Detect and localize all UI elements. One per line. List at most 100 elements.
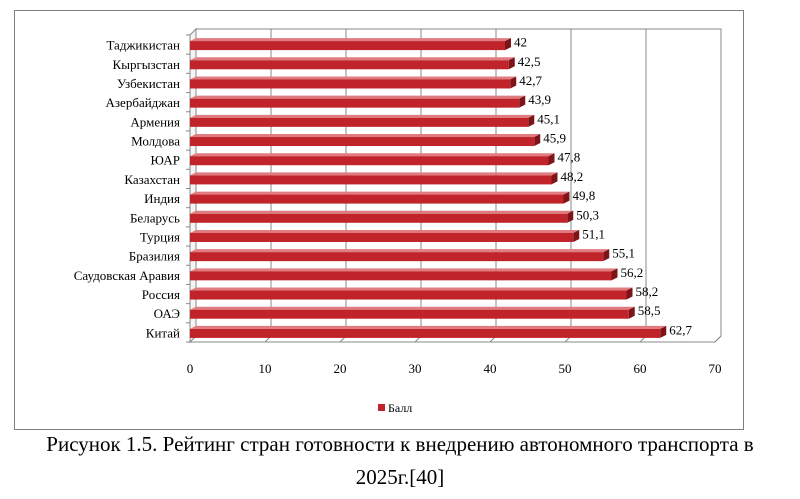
- chart-frame: Таджикистан Кыргызстан Узбекистан Азербайдж…: [14, 10, 744, 430]
- category-label: Армения: [130, 114, 180, 129]
- bar-side: [603, 249, 610, 262]
- bar-top: [190, 210, 574, 214]
- bar: [190, 252, 604, 262]
- category-label: Кыргызстан: [113, 57, 180, 72]
- category-label: Индия: [144, 191, 180, 206]
- bar-side: [528, 114, 535, 127]
- bar: [190, 79, 511, 89]
- bar-side: [628, 306, 635, 319]
- category-label: Бразилия: [129, 249, 180, 264]
- category-label: Турция: [140, 229, 180, 244]
- legend-label: Балл: [388, 401, 412, 415]
- data-label: 42,5: [518, 54, 541, 69]
- bar-top: [190, 95, 526, 99]
- category-label: Азербайджан: [106, 95, 181, 110]
- category-label: Россия: [142, 287, 180, 302]
- bar: [190, 156, 549, 166]
- data-label: 56,2: [621, 265, 644, 280]
- data-label: 50,3: [576, 207, 599, 222]
- bar: [190, 98, 520, 108]
- bar-side: [611, 268, 618, 281]
- bar: [190, 41, 505, 51]
- bar-top: [190, 38, 511, 42]
- bar: [190, 213, 568, 223]
- category-labels: Таджикистан Кыргызстан Узбекистан Азербайдж…: [74, 38, 181, 341]
- bar: [190, 60, 509, 70]
- bar: [190, 175, 552, 185]
- data-label: 48,2: [561, 169, 584, 184]
- x-tick-label: 10: [259, 361, 272, 376]
- category-label: Таджикистан: [106, 38, 180, 53]
- bar-side: [505, 38, 511, 51]
- data-label: 51,1: [582, 226, 605, 241]
- bar-side: [567, 210, 574, 223]
- category-label: Молдова: [131, 134, 180, 149]
- bar-top: [190, 114, 535, 118]
- bar-top: [190, 325, 667, 329]
- data-label: 47,8: [558, 150, 581, 165]
- bars: [190, 38, 667, 338]
- bar-side: [563, 191, 570, 204]
- bar-top: [190, 134, 541, 138]
- bar: [190, 117, 529, 127]
- category-label: ОАЭ: [154, 306, 181, 321]
- x-tick-label: 50: [559, 361, 572, 376]
- data-label: 45,9: [543, 131, 566, 146]
- bar-top: [190, 268, 618, 272]
- category-label: ЮАР: [151, 153, 181, 168]
- bar: [190, 194, 564, 204]
- x-tick-label: 20: [334, 361, 347, 376]
- x-tick-label: 0: [187, 361, 194, 376]
- data-label: 45,1: [537, 111, 560, 126]
- bar-side: [519, 95, 526, 108]
- legend-swatch: [378, 404, 385, 411]
- bar-top: [190, 57, 515, 61]
- x-tick-labels: 0 10 20 30 40 50 60 70: [187, 361, 722, 376]
- bar-top: [190, 229, 580, 233]
- data-label: 58,2: [636, 284, 659, 299]
- bar: [190, 309, 629, 319]
- data-label: 43,9: [528, 92, 551, 107]
- data-label: 42,7: [519, 73, 542, 88]
- data-label: 42: [514, 35, 527, 50]
- bar-side: [551, 172, 558, 185]
- category-label: Саудовская Аравия: [74, 268, 180, 283]
- legend: Балл: [378, 401, 412, 415]
- bar-side: [548, 153, 555, 166]
- bar: [190, 290, 627, 300]
- bar-side: [534, 134, 541, 147]
- x-tick-label: 40: [484, 361, 497, 376]
- bar-side: [508, 57, 515, 70]
- data-label: 62,7: [669, 322, 692, 337]
- bar-side: [573, 229, 580, 242]
- bar-top: [190, 287, 633, 291]
- category-label: Казахстан: [124, 172, 180, 187]
- bar-side: [626, 287, 633, 300]
- bar-top: [190, 153, 555, 157]
- bar-top: [190, 249, 610, 253]
- bar-top: [190, 306, 635, 310]
- x-tick-label: 60: [634, 361, 647, 376]
- bar-top: [190, 172, 558, 176]
- x-tick-label: 70: [709, 361, 722, 376]
- floor-right-edge: [714, 335, 722, 343]
- bar-side: [510, 76, 517, 89]
- figure-caption-line2: 2025г.[40]: [355, 465, 445, 489]
- data-label: 55,1: [612, 246, 635, 261]
- data-label: 49,8: [573, 188, 596, 203]
- category-label: Узбекистан: [117, 76, 180, 91]
- bar: [190, 271, 612, 281]
- bar-chart: Таджикистан Кыргызстан Узбекистан Азербайдж…: [74, 27, 722, 415]
- value-labels: 42 42,5 42,7 43,9 45,1 45,9 47,8 48,2 49,8 50,3 51…: [514, 35, 693, 338]
- bar: [190, 328, 661, 338]
- figure-caption-line1: Рисунок 1.5. Рейтинг стран готовности к …: [46, 432, 754, 456]
- bar-side: [660, 325, 667, 338]
- bar: [190, 137, 535, 147]
- bar-top: [190, 191, 570, 195]
- data-label: 58,5: [638, 303, 661, 318]
- category-label: Беларусь: [130, 210, 180, 225]
- bar-top: [190, 76, 517, 80]
- bar: [190, 232, 574, 242]
- x-tick-label: 30: [409, 361, 422, 376]
- category-label: Китай: [146, 325, 180, 340]
